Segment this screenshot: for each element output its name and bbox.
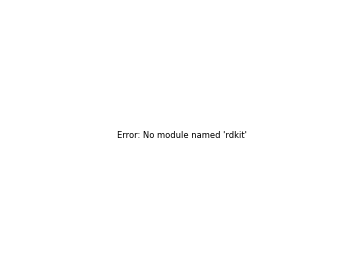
Text: Error: No module named 'rdkit': Error: No module named 'rdkit' (117, 130, 247, 140)
